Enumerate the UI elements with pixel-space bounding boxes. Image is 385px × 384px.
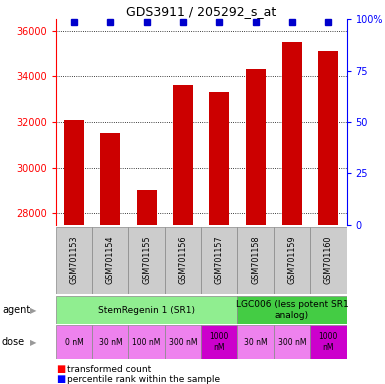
Text: GSM701157: GSM701157 (215, 236, 224, 285)
Bar (173, 85, 193, 225)
Bar (274, 325, 310, 359)
Text: GSM701155: GSM701155 (142, 236, 151, 285)
Title: GDS3911 / 205292_s_at: GDS3911 / 205292_s_at (126, 5, 276, 18)
Bar (246, 70, 266, 225)
Bar (201, 325, 238, 359)
Text: ■: ■ (56, 374, 65, 384)
Bar (64, 120, 84, 225)
Bar (56, 227, 92, 294)
Bar (238, 325, 274, 359)
Text: percentile rank within the sample: percentile rank within the sample (67, 375, 221, 384)
Text: transformed count: transformed count (67, 365, 152, 374)
Text: GSM701158: GSM701158 (251, 236, 260, 285)
Bar (201, 227, 238, 294)
Bar (318, 51, 338, 225)
Bar (238, 227, 274, 294)
Text: 1000
nM: 1000 nM (319, 333, 338, 352)
Bar (310, 227, 346, 294)
Text: 300 nM: 300 nM (278, 338, 306, 347)
Text: GSM701154: GSM701154 (106, 236, 115, 285)
Text: 300 nM: 300 nM (169, 338, 197, 347)
Text: agent: agent (2, 305, 30, 315)
Bar (238, 296, 346, 324)
Bar (209, 92, 229, 225)
Bar (100, 133, 121, 225)
Text: LGC006 (less potent SR1
analog): LGC006 (less potent SR1 analog) (236, 300, 348, 320)
Text: ▶: ▶ (30, 306, 36, 314)
Bar (282, 42, 302, 225)
Text: 30 nM: 30 nM (99, 338, 122, 347)
Bar (56, 296, 238, 324)
Text: GSM701160: GSM701160 (324, 236, 333, 284)
Text: dose: dose (2, 337, 25, 347)
Bar (92, 325, 129, 359)
Text: ▶: ▶ (30, 338, 36, 347)
Bar (165, 227, 201, 294)
Bar (310, 325, 346, 359)
Bar (274, 227, 310, 294)
Bar (92, 227, 129, 294)
Text: GSM701156: GSM701156 (179, 236, 187, 285)
Text: 0 nM: 0 nM (65, 338, 84, 347)
Text: GSM701153: GSM701153 (69, 236, 79, 285)
Bar (129, 227, 165, 294)
Text: GSM701159: GSM701159 (288, 236, 296, 285)
Text: ■: ■ (56, 364, 65, 374)
Bar (129, 325, 165, 359)
Bar (56, 325, 92, 359)
Text: StemRegenin 1 (SR1): StemRegenin 1 (SR1) (98, 306, 195, 314)
Text: 30 nM: 30 nM (244, 338, 268, 347)
Text: 100 nM: 100 nM (132, 338, 161, 347)
Bar (137, 190, 157, 225)
Text: 1000
nM: 1000 nM (210, 333, 229, 352)
Bar (165, 325, 201, 359)
